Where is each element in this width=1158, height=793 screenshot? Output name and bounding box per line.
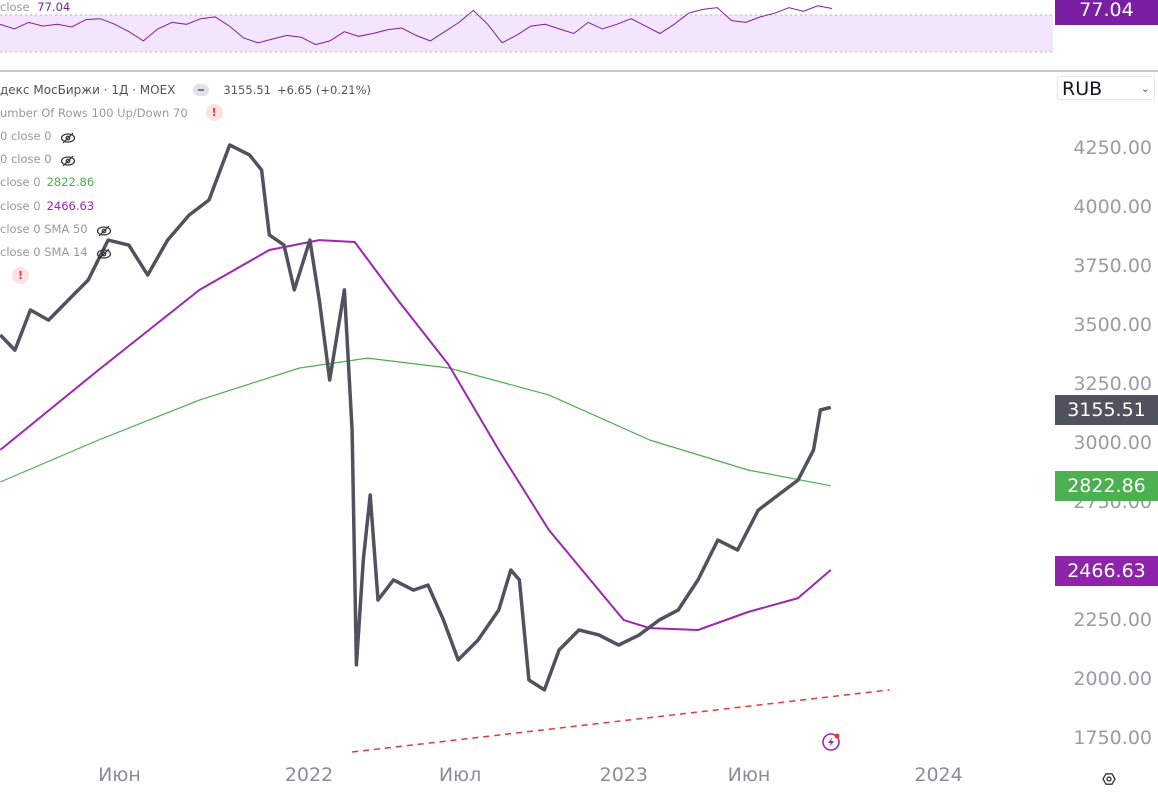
legend-row[interactable]: close 0 SMA 50 [0,217,371,240]
last-price-label: 3155.51 [1055,395,1158,425]
warning-icon[interactable]: ! [205,104,223,122]
rsi-line [0,5,833,46]
symbol-title: декс МосБиржи · 1Д · MOEX [0,82,176,97]
price-tick-label: 4250.00 [1073,137,1152,159]
legend-row[interactable]: close 0 2822.86 [0,171,371,194]
legend-row[interactable]: umber Of Rows 100 Up/Down 70! [0,101,371,124]
sma-green-label: 2822.86 [1055,471,1158,501]
price-tick-label: 3250.00 [1073,373,1152,395]
eye-off-icon[interactable] [96,246,112,260]
lightning-icon[interactable] [822,733,840,751]
rsi-legend: close 77.04 [0,0,70,14]
legend-row-label: 0 close 0 [0,128,52,143]
indicator-legend: декс МосБиржи · 1Д · MOEX 3155.51 +6.65 … [0,78,371,287]
price-tick-label: 1750.00 [1073,727,1152,749]
rsi-pane [0,5,1053,53]
chevron-down-icon: ⌄ [1140,82,1150,95]
collapse-button[interactable] [193,83,210,96]
price-tick-label: 2000.00 [1073,668,1152,690]
legend-row[interactable]: close 0 2466.63 [0,194,371,217]
time-tick-label: 2024 [914,764,963,786]
legend-row-value: 2822.86 [46,175,95,190]
legend-row-label: umber Of Rows 100 Up/Down 70 [0,105,188,120]
warning-icon[interactable]: ! [12,266,29,284]
time-tick-label: 2023 [599,764,648,786]
legend-row-label: close 0 [0,175,41,190]
currency-select[interactable]: RUB ⌄ [1057,76,1155,100]
price-line [0,143,832,692]
price-tick-label: 3750.00 [1073,255,1152,277]
eye-off-icon[interactable] [96,223,112,237]
price-pane [0,143,890,753]
time-tick-label: 2022 [284,764,334,786]
eye-off-icon[interactable] [60,130,76,144]
sma-green-line [0,357,831,487]
legend-row-label: close 0 SMA 50 [0,221,88,236]
rsi-band [0,15,1053,52]
settings-icon[interactable] [1102,773,1116,785]
currency-value: RUB [1062,78,1103,100]
legend-row-label: close 0 SMA 14 [0,244,88,259]
legend-row-value: 2466.63 [46,198,95,213]
sma-purple-label: 2466.63 [1055,556,1158,586]
price-tick-label: 2250.00 [1073,609,1152,631]
legend-row[interactable]: close 0 SMA 14 [0,240,371,263]
sma-purple-line [0,239,832,631]
last-price-readout: 3155.51 [223,82,271,97]
rsi-value-label: 77.04 [1055,0,1158,25]
time-tick-label: Июн [727,764,771,786]
time-tick-label: Июл [438,764,482,786]
price-change: +6.65 (+0.21%) [276,82,371,97]
trendline[interactable] [352,689,890,753]
legend-row-label: close 0 [0,198,41,213]
price-tick-label: 4000.00 [1073,196,1152,218]
rsi-value: 77.04 [37,0,71,14]
legend-row[interactable]: 0 close 0 [0,148,371,171]
eye-off-icon[interactable] [60,153,76,167]
legend-row-label: 0 close 0 [0,152,52,167]
legend-row[interactable]: 0 close 0 [0,124,371,147]
price-tick-label: 3500.00 [1073,314,1152,336]
time-tick-label: Июн [98,764,141,786]
rsi-label: close [0,0,30,14]
price-tick-label: 3000.00 [1073,432,1152,454]
